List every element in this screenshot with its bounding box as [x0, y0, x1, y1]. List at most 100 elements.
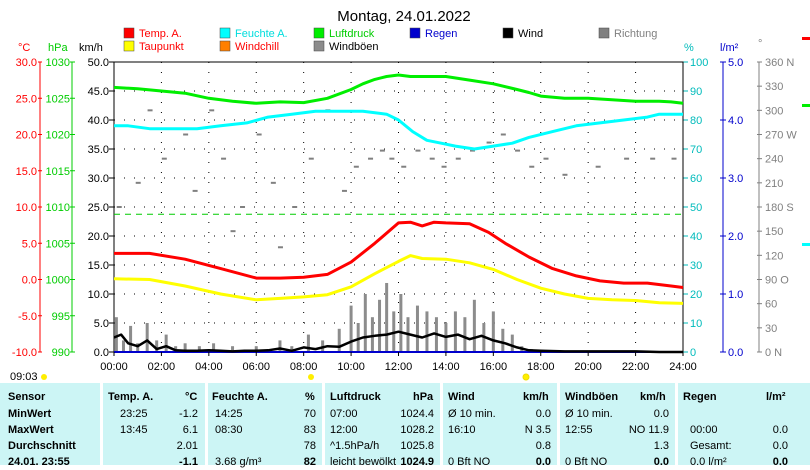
humidity-tick-label: 70 [690, 144, 702, 156]
direction-mark [221, 157, 227, 160]
series-group [113, 73, 684, 354]
direction-mark [341, 189, 347, 192]
legend-swatch-0 [123, 27, 135, 39]
direction-mark [240, 206, 246, 208]
temp-tick-label: 10.0 [16, 202, 37, 214]
legend-label-2: Luftdruck [329, 28, 375, 40]
temp-tick-label: 30.0 [16, 57, 37, 69]
stats-cell-press-v: 1024.4 [400, 408, 434, 420]
x-tick-label: 12:00 [385, 361, 413, 373]
legend-swatch-4 [502, 27, 514, 39]
gust-bar [370, 317, 374, 352]
direction-mark [277, 246, 283, 249]
direction-mark [455, 157, 461, 160]
stats-cell-temp-t: 23:25 [120, 408, 148, 420]
humidity-tick-label: 0 [690, 347, 696, 359]
gust-bar [114, 317, 118, 352]
legend-label-5: Richtung [614, 28, 657, 40]
sunset-sun-icon [522, 373, 530, 381]
rain-tick-label: 3.0 [728, 173, 743, 185]
x-axis-ticks: 00:00 02:00 04:00 06:00 08:00 10:00 12:00 14:00… [100, 352, 697, 373]
stats-cell-press-v: 1028.2 [400, 424, 434, 436]
direction-mark [650, 157, 656, 160]
pressure-tick-label: 1005 [46, 238, 70, 250]
stats-cell-gust-t: 12:55 [565, 424, 593, 436]
gust-bar [378, 299, 382, 352]
stats-cell-rain-v: 0.0 [772, 456, 788, 468]
direction-tick-label: 180 S [765, 202, 794, 214]
stats-cell-wind-v: 0.0 [535, 408, 551, 420]
gust-bar [231, 346, 235, 352]
wind-tick-label: 5.0 [94, 318, 109, 330]
direction-tick-label: 150 [765, 226, 783, 238]
direction-mark [147, 109, 153, 112]
x-tick-label: 06:00 [242, 361, 270, 373]
axis-unit-labels: °C hPa km/h % l/m² ° [18, 38, 762, 54]
stats-cell-rain-t: 0.0 l/m² [690, 456, 727, 468]
stats-cell-label: MaxWert [8, 424, 54, 436]
gust-bar [278, 340, 282, 352]
stats-header-temp-unit: °C [185, 391, 198, 403]
plot-frame [113, 61, 684, 353]
x-tick-label: 10:00 [337, 361, 365, 373]
legend-label-0: Temp. A. [139, 28, 182, 40]
x-tick-label: 14:00 [432, 361, 460, 373]
stats-cell-wind-v: 0.0 [535, 456, 551, 468]
wind-tick-label: 10.0 [88, 289, 109, 301]
chart-title: Montag, 24.01.2022 [337, 8, 470, 25]
stats-header-rain-unit: l/m² [766, 391, 786, 403]
humidity-tick-label: 60 [690, 173, 702, 185]
temp-tick-label: -10.0 [12, 347, 37, 359]
direction-tick-label: 300 [765, 105, 783, 117]
series-line-feuchte-a- [114, 109, 683, 151]
pressure-tick-label: 1025 [46, 93, 70, 105]
temp-tick-label: 0.0 [22, 275, 37, 287]
left-axes: 30.0 25.0 20.0 15.0 10.0 5.0 0.0 -5.0 -10.0 1030 1… [12, 57, 114, 359]
direction-mark [624, 157, 630, 160]
series-line-luftdruck [113, 73, 684, 105]
direction-tick-label: 60 [765, 299, 777, 311]
direction-mark [116, 206, 122, 208]
direction-mark [441, 165, 447, 168]
direction-tick-label: 120 [765, 250, 783, 262]
right-temp-mark [802, 37, 810, 40]
direction-mark [256, 133, 262, 136]
gust-bar [155, 340, 159, 352]
gust-bar [212, 343, 216, 352]
x-tick-label: 22:00 [622, 361, 650, 373]
stats-cell-hum-t: 08:30 [215, 424, 243, 436]
legend-label-3: Regen [425, 28, 457, 40]
stats-cell-hum-v: 82 [303, 456, 316, 468]
stats-cell-press-t: ^1.5hPa/h [330, 440, 380, 452]
stats-cell-gust-t: 0 Bft NO [565, 456, 608, 468]
stats-cell-rain-t: 00:00 [690, 424, 718, 436]
temp-tick-label: -5.0 [18, 311, 37, 323]
stats-header-wind-unit: km/h [523, 391, 549, 403]
legend-label-7: Windchill [235, 41, 279, 53]
stats-cell-wind-t: 0 Bft NO [448, 456, 491, 468]
gust-bar [491, 311, 495, 352]
humidity-tick-label: 90 [690, 86, 702, 98]
wind-tick-label: 50.0 [88, 57, 109, 69]
stats-cell-gust-v: NO 11.9 [628, 424, 669, 436]
direction-tick-label: 360 N [765, 57, 794, 69]
direction-mark [230, 230, 236, 233]
temp-tick-label: 15.0 [16, 166, 37, 178]
direction-mark [308, 157, 314, 160]
humidity-tick-label: 20 [690, 289, 702, 301]
gust-bar [349, 305, 353, 352]
stats-cell-gust-v: 0.0 [653, 408, 669, 420]
stats-cell-temp-v: -1.2 [179, 408, 198, 420]
direction-mark [292, 206, 298, 208]
stats-header-gust: Windböen [565, 391, 619, 403]
stats-cell-press-v: 1024.9 [400, 456, 434, 468]
humidity-tick-label: 30 [690, 260, 702, 272]
stats-cell-temp-v: -1.1 [179, 456, 198, 468]
legend-swatch-3 [409, 27, 421, 39]
rain-tick-label: 1.0 [728, 289, 743, 301]
stats-cell-temp-v: 2.01 [176, 440, 198, 452]
stats-cell-hum-v: 70 [303, 408, 316, 420]
direction-mark [401, 165, 407, 168]
direction-mark [469, 149, 475, 152]
stats-cell-press-t: 07:00 [330, 408, 358, 420]
